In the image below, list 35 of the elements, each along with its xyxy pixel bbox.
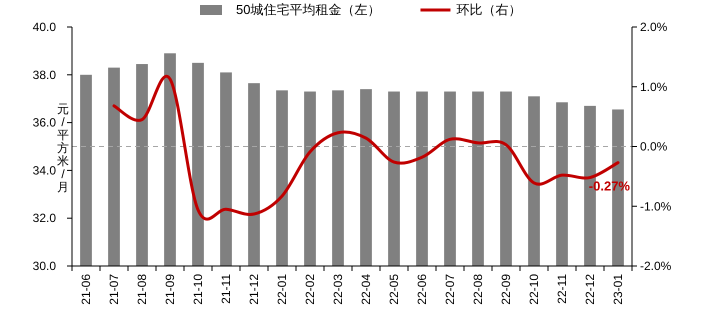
- x-tick-label: 21-08: [135, 274, 149, 305]
- y-tick-label: 34.0: [32, 163, 56, 178]
- x-tick-label: 22-05: [387, 274, 401, 305]
- x-tick-label: 22-01: [275, 274, 289, 305]
- legend-label: 环比（右）: [456, 2, 522, 17]
- y2-tick-label: 2.0%: [640, 20, 668, 34]
- x-tick-label: 21-09: [163, 274, 177, 305]
- x-tick-label: 22-07: [443, 274, 457, 305]
- x-tick-label: 21-12: [247, 274, 261, 305]
- y-tick-label: 30.0: [32, 259, 56, 273]
- x-tick-label: 22-02: [303, 274, 317, 305]
- x-tick-label: 21-06: [79, 274, 93, 305]
- y-axis-title: 元/平方米/月: [57, 102, 69, 194]
- y2-tick-label: -2.0%: [640, 259, 672, 273]
- x-tick-label: 22-11: [555, 274, 569, 304]
- x-tick-label: 22-10: [527, 274, 541, 305]
- x-tick-label: 21-10: [191, 274, 205, 305]
- x-tick-label: 22-03: [331, 274, 345, 305]
- x-tick-label: 22-12: [583, 274, 597, 305]
- y2-tick-label: 1.0%: [640, 80, 668, 94]
- x-tick-label: 21-07: [107, 274, 121, 305]
- y-tick-label: 38.0: [32, 68, 56, 82]
- y-tick-label: 40.0: [32, 20, 56, 34]
- y-tick-label: 36.0: [32, 116, 56, 130]
- x-tick-label: 22-08: [471, 274, 485, 305]
- legend-label: 50城住宅平均租金（左）: [236, 2, 380, 17]
- y2-tick-label: -1.0%: [640, 199, 672, 214]
- x-tick-label: 22-04: [359, 274, 373, 305]
- x-tick-label: 23-01: [611, 274, 625, 305]
- y2-tick-label: 0.0%: [640, 140, 668, 154]
- x-tick-label: 22-09: [499, 274, 513, 305]
- x-tick-label: 22-06: [415, 274, 429, 305]
- annotation: -0.27%: [588, 178, 630, 194]
- x-tick-label: 21-11: [219, 274, 233, 304]
- y-tick-label: 32.0: [32, 211, 56, 226]
